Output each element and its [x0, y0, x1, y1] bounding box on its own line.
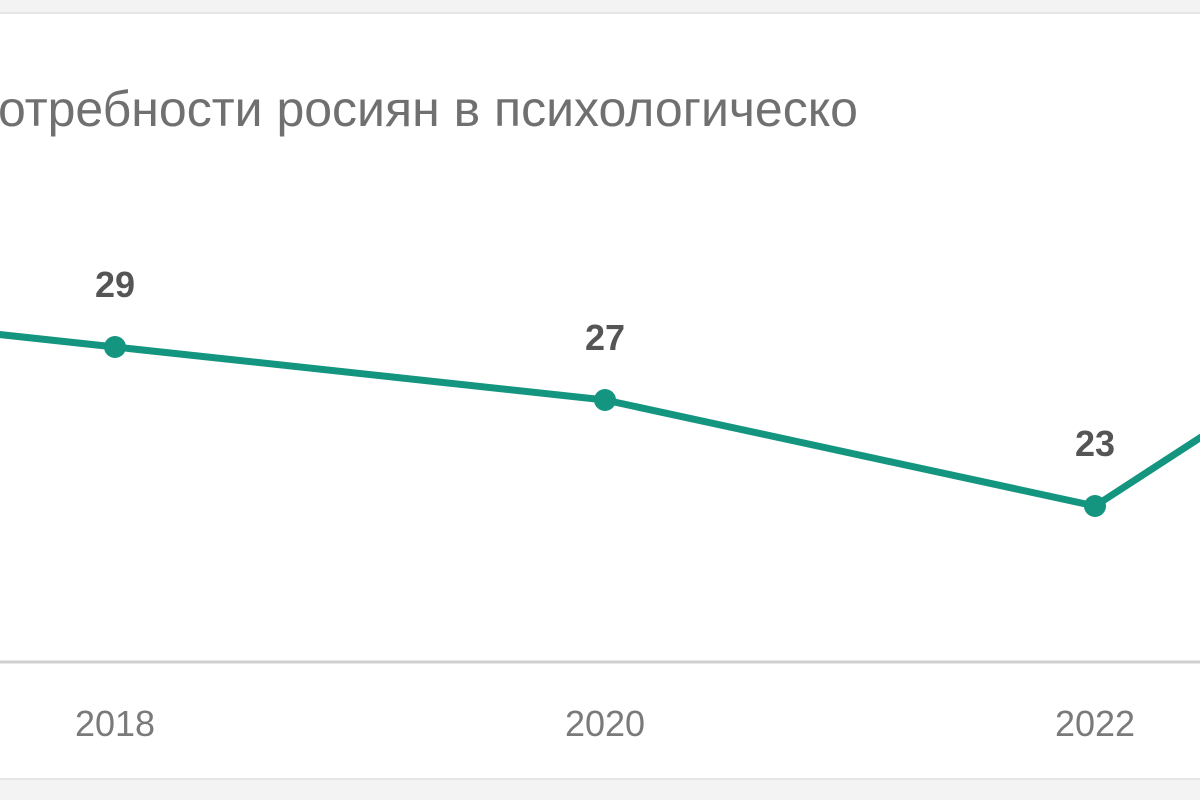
chart-container: отребности росиян в психологическо 29 27 2… — [0, 12, 1200, 780]
x-tick-layer: 2018 2020 2022 — [75, 703, 1135, 744]
series-layer — [0, 331, 1200, 517]
data-point-2020 — [594, 389, 616, 411]
x-tick-label-2018: 2018 — [75, 703, 155, 744]
data-label-layer: 29 27 23 — [95, 264, 1115, 464]
data-point-2022 — [1084, 495, 1106, 517]
data-label-2018: 29 — [95, 264, 135, 305]
data-point-2018 — [104, 336, 126, 358]
data-label-2022: 23 — [1075, 423, 1115, 464]
x-tick-label-2022: 2022 — [1055, 703, 1135, 744]
x-tick-label-2020: 2020 — [565, 703, 645, 744]
data-label-2020: 27 — [585, 317, 625, 358]
chart-title: отребности росиян в психологическо — [0, 81, 858, 137]
line-chart: отребности росиян в психологическо 29272… — [0, 81, 1200, 744]
